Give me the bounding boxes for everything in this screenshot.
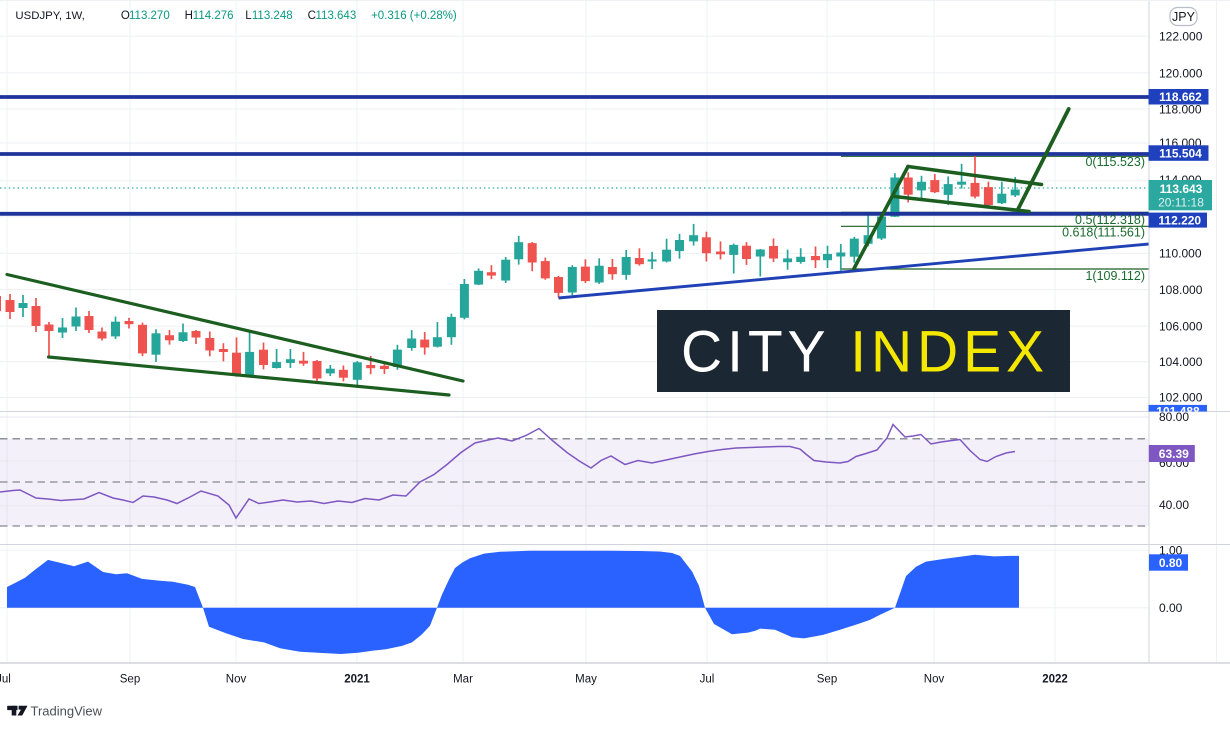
svg-text:80.00: 80.00: [1159, 410, 1189, 424]
svg-text:+0.316 (+0.28%): +0.316 (+0.28%): [371, 10, 457, 22]
svg-text:H: H: [185, 10, 193, 22]
svg-text:Sep: Sep: [817, 674, 837, 686]
svg-text:112.220: 112.220: [1158, 213, 1201, 227]
svg-text:1(109.112): 1(109.112): [1085, 269, 1145, 283]
svg-text:Sep: Sep: [120, 674, 140, 686]
svg-text:114.276: 114.276: [193, 10, 234, 22]
svg-text:0.618(111.561): 0.618(111.561): [1062, 226, 1145, 240]
svg-text:115.504: 115.504: [1159, 146, 1202, 160]
svg-text:113.248: 113.248: [252, 10, 293, 22]
svg-text:108.000: 108.000: [1159, 283, 1203, 297]
svg-text:113.643: 113.643: [316, 10, 357, 22]
svg-text:40.00: 40.00: [1159, 498, 1189, 512]
svg-text:Jul: Jul: [0, 674, 11, 686]
svg-text:C: C: [308, 10, 316, 22]
svg-text:20:11:18: 20:11:18: [1158, 196, 1204, 210]
svg-text:118.000: 118.000: [1159, 103, 1202, 117]
svg-text:101.488: 101.488: [1156, 405, 1200, 419]
svg-text:113.270: 113.270: [129, 10, 170, 22]
svg-text:Nov: Nov: [226, 674, 247, 686]
svg-text:May: May: [575, 674, 597, 686]
svg-text:USDJPY, 1W,: USDJPY, 1W,: [15, 10, 84, 22]
svg-text:0.80: 0.80: [1159, 556, 1183, 570]
svg-text:106.000: 106.000: [1159, 319, 1203, 333]
svg-text:Mar: Mar: [453, 674, 473, 686]
svg-text:122.000: 122.000: [1159, 29, 1203, 43]
svg-text:118.662: 118.662: [1159, 90, 1202, 104]
svg-text:0.00: 0.00: [1159, 601, 1183, 615]
svg-text:TradingView: TradingView: [31, 703, 103, 718]
svg-text:2022: 2022: [1042, 674, 1068, 686]
svg-text:63.39: 63.39: [1159, 447, 1189, 461]
svg-text:JPY: JPY: [1172, 10, 1196, 24]
svg-text:0.5(112.318): 0.5(112.318): [1075, 213, 1145, 227]
svg-text:113.643: 113.643: [1160, 182, 1203, 196]
svg-text:Jul: Jul: [700, 674, 715, 686]
svg-text:CITY INDEX: CITY INDEX: [681, 320, 1049, 385]
svg-text:2021: 2021: [344, 674, 370, 686]
svg-text:0(115.523): 0(115.523): [1085, 155, 1145, 169]
svg-text:L: L: [245, 10, 252, 22]
svg-text:120.000: 120.000: [1159, 67, 1203, 81]
svg-text:1.00: 1.00: [1159, 543, 1183, 557]
svg-text:O: O: [121, 10, 130, 22]
svg-text:110.000: 110.000: [1159, 247, 1202, 261]
svg-text:104.000: 104.000: [1159, 355, 1203, 369]
svg-text:Nov: Nov: [924, 674, 945, 686]
svg-text:102.000: 102.000: [1159, 391, 1203, 405]
